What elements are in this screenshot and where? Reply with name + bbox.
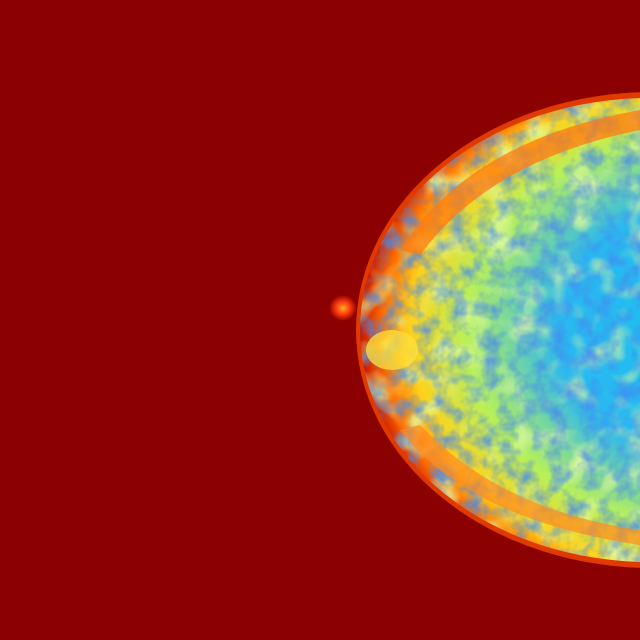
upper-fat-band — [400, 110, 640, 255]
subareolar-region — [366, 330, 418, 370]
lower-fat-band — [400, 425, 640, 545]
nipple-marker — [329, 295, 357, 321]
